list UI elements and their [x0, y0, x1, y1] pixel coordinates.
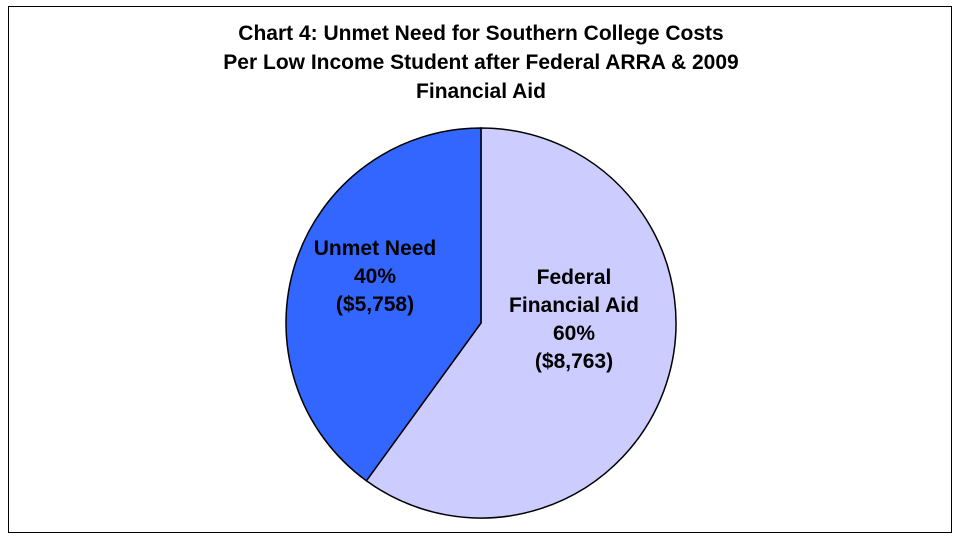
chart-title: Chart 4: Unmet Need for Southern College… — [9, 19, 953, 106]
slice-label-federal-line-3: 60% — [552, 322, 596, 345]
pie-slice-federal-financial-aid — [365, 127, 677, 519]
slice-label-unmet-need-line-3: ($5,758) — [335, 293, 415, 316]
slice-label-federal-line-4: ($8,763) — [534, 350, 614, 373]
slice-label-unmet-need-line-1: Unmet Need — [313, 237, 437, 260]
pie-slices — [285, 127, 677, 519]
chart-title-line-2: Per Low Income Student after Federal ARR… — [223, 51, 739, 74]
pie-slice-unmet-need — [285, 127, 482, 482]
chart-title-line-1: Chart 4: Unmet Need for Southern College… — [238, 22, 724, 45]
pie-chart — [285, 127, 677, 519]
chart-frame: Chart 4: Unmet Need for Southern College… — [8, 6, 952, 533]
chart-title-line-3: Financial Aid — [416, 80, 546, 103]
slice-label-federal-line-2: Financial Aid — [509, 294, 639, 317]
slice-label-unmet-need-line-2: 40% — [353, 265, 397, 288]
slice-label-federal-line-1: Federal — [536, 266, 612, 289]
slice-label-federal-financial-aid: Federal Financial Aid 60% ($8,763) — [469, 264, 679, 376]
slice-label-unmet-need: Unmet Need 40% ($5,758) — [275, 235, 475, 319]
